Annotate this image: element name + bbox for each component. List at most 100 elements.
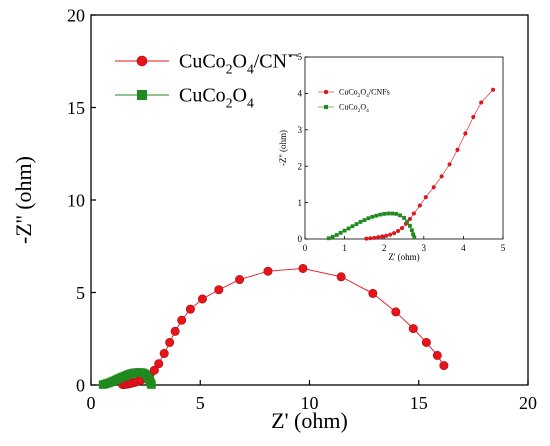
- main-legend-item: CuCo2O4: [115, 85, 254, 111]
- main-x-tick-label: 5: [196, 393, 205, 413]
- inset-data-point: [411, 232, 416, 237]
- inset-data-point: [412, 235, 417, 240]
- inset-data-point: [388, 232, 393, 237]
- main-data-point: [421, 337, 431, 347]
- inset-data-point: [423, 195, 428, 200]
- inset-data-point: [384, 233, 389, 238]
- main-data-point: [185, 304, 195, 314]
- inset-axis-ticks: 0 1 2 3 4 5 0 1 2 3 4 5: [298, 52, 506, 253]
- inset-data-point: [354, 222, 359, 226]
- inset-data-point: [405, 219, 410, 224]
- inset-x-axis-title: Z' (ohm): [388, 252, 419, 262]
- inset-data-point: [386, 211, 391, 216]
- inset-data-point: [370, 214, 375, 219]
- main-data-point: [214, 285, 224, 295]
- inset-data-point: [376, 235, 381, 240]
- x-axis-title: Z' (ohm): [271, 408, 348, 433]
- main-x-tick-label: 20: [519, 393, 537, 413]
- main-series-cuco2o4-cnfs: [118, 263, 449, 390]
- inset-y-tick-label: 0: [298, 234, 303, 244]
- inset-legend-item: CuCo2O4/CNFs: [318, 88, 390, 99]
- inset-data-point: [326, 236, 331, 241]
- inset-legend-marker: [324, 105, 328, 109]
- inset-data-point: [330, 234, 335, 239]
- inset-data-point: [411, 211, 416, 216]
- inset-x-tick-label: 3: [422, 243, 427, 253]
- inset-data-point: [358, 219, 363, 224]
- main-legend-marker: [136, 55, 148, 67]
- inset-legend-label: CuCo2O4/CNFs: [339, 88, 390, 99]
- inset-x-tick-label: 1: [342, 243, 347, 253]
- main-data-point: [408, 324, 418, 334]
- main-series-group: [98, 263, 449, 390]
- inset-x-tick-label: 4: [461, 243, 466, 253]
- inset-data-point: [362, 218, 367, 222]
- inset-data-point: [455, 147, 460, 152]
- main-data-point: [368, 288, 378, 298]
- main-y-tick-label: 10: [67, 190, 85, 210]
- main-series-cuco2o4: [98, 368, 156, 389]
- inset-data-point: [334, 233, 339, 237]
- main-legend-label: CuCo2O4: [179, 85, 254, 111]
- inset-x-tick-label: 2: [382, 243, 387, 253]
- inset-y-tick-label: 5: [298, 52, 303, 62]
- inset-data-point: [471, 115, 476, 120]
- inset-y-tick-label: 3: [298, 125, 303, 135]
- main-data-point: [298, 263, 308, 273]
- inset-background: [286, 57, 506, 240]
- main-data-point: [165, 337, 175, 347]
- main-y-tick-label: 15: [67, 98, 85, 118]
- main-data-point: [159, 349, 169, 359]
- main-data-point: [432, 350, 442, 360]
- inset-y-tick-label: 4: [298, 89, 303, 99]
- inset-legend-item: CuCo2O4: [318, 103, 369, 114]
- main-data-point: [170, 326, 180, 336]
- inset-y-axis-title: -Z'' (ohm): [278, 130, 288, 166]
- main-data-point: [263, 266, 273, 276]
- main-y-tick-label: 5: [76, 283, 85, 303]
- main-y-tick-label: 0: [76, 375, 85, 395]
- inset-data-point: [346, 226, 351, 231]
- inset-legend-marker: [323, 89, 329, 95]
- inset-data-point: [439, 174, 444, 179]
- inset-data-point: [402, 215, 406, 220]
- inset-data-point: [431, 185, 436, 190]
- inset-y-tick-label: 2: [298, 161, 303, 171]
- inset-data-point: [396, 228, 401, 234]
- inset-data-point: [382, 211, 387, 216]
- main-legend-marker: [137, 90, 147, 100]
- inset-data-point: [380, 234, 385, 239]
- inset-data-point: [342, 228, 347, 233]
- inset-series-cuco2o4-cnfs: [364, 87, 496, 241]
- inset-legend-label: CuCo2O4: [339, 103, 369, 114]
- inset-data-point: [399, 226, 405, 231]
- y-axis-title: -Z'' (ohm): [11, 156, 36, 244]
- main-x-tick-label: 15: [410, 393, 428, 413]
- inset-series-cuco2o4: [326, 211, 417, 241]
- main-data-point: [197, 294, 207, 304]
- inset-data-point: [491, 87, 496, 92]
- inset-data-point: [338, 230, 343, 235]
- main-data-point: [391, 307, 401, 317]
- inset-y-tick-label: 1: [298, 198, 303, 208]
- inset-data-point: [394, 211, 398, 216]
- main-data-point: [149, 365, 159, 375]
- main-data-point: [439, 361, 449, 371]
- inset-data-point: [374, 213, 379, 218]
- inset-data-point: [366, 216, 371, 221]
- inset-legend: CuCo2O4/CNFs CuCo2O4: [318, 88, 390, 114]
- inset-data-point: [364, 236, 369, 241]
- inset-data-point: [368, 236, 373, 241]
- inset-x-tick-label: 0: [303, 243, 308, 253]
- inset-x-tick-label: 5: [501, 243, 506, 253]
- main-data-point: [177, 315, 187, 325]
- main-data-point: [147, 380, 156, 389]
- inset-data-point: [378, 212, 383, 217]
- main-x-tick-label: 0: [87, 393, 96, 413]
- inset-data-point: [398, 213, 402, 218]
- inset-data-point: [463, 131, 468, 136]
- main-data-point: [235, 275, 245, 285]
